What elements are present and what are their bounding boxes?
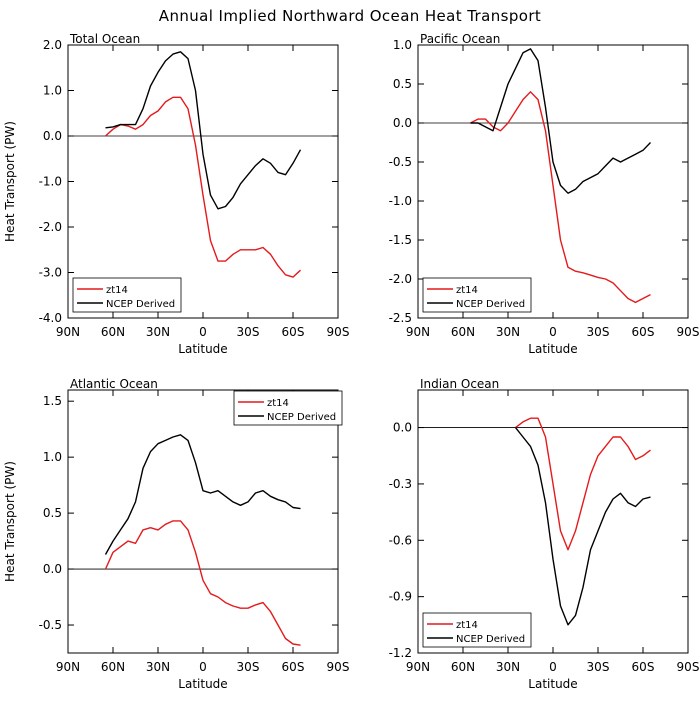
series-line-ncep-derived xyxy=(470,48,652,194)
panel-pacific-ocean: 90N 60N 30N 0 30S 60S 90S -2.5 -2.0 -1.5 -1.0 -0.5 0… xyxy=(389,32,700,356)
y-tick-label: -2.0 xyxy=(389,272,412,286)
x-tick-label: 90S xyxy=(327,325,350,339)
x-tick-label: 30S xyxy=(237,660,260,674)
x-tick-label: 60S xyxy=(282,660,305,674)
y-tick-label: -0.3 xyxy=(389,477,412,491)
legend-box xyxy=(233,390,343,426)
y-tick-label: -0.9 xyxy=(389,590,412,604)
y-tick-label: -3.0 xyxy=(39,266,62,280)
x-tick-label: 30N xyxy=(146,325,170,339)
x-axis-label: Latitude xyxy=(528,677,577,691)
x-tick-label: 90N xyxy=(406,660,430,674)
legend-box xyxy=(422,612,532,648)
y-tick-label: 0.5 xyxy=(393,77,412,91)
x-tick-label: 0 xyxy=(549,325,557,339)
y-tick-label: 0.0 xyxy=(393,116,412,130)
legend-label: zt14 xyxy=(106,285,128,296)
x-tick-label: 30N xyxy=(146,660,170,674)
series-line-zt14 xyxy=(515,417,651,551)
y-axis-label: Heat Transport (PW) xyxy=(3,121,17,242)
series-line-zt14 xyxy=(105,96,301,278)
y-tick-label: -2.0 xyxy=(39,220,62,234)
y-tick-label: -1.5 xyxy=(389,233,412,247)
panel-indian-ocean: 90N 60N 30N 0 30S 60S 90S -1.2 -0.9 -0.6 -0.3 0.0 In… xyxy=(389,377,700,691)
y-tick-label: 1.0 xyxy=(43,450,62,464)
x-tick-label: 60N xyxy=(451,325,475,339)
y-tick-label: 0.0 xyxy=(43,562,62,576)
panel-title: Atlantic Ocean xyxy=(70,377,158,391)
panel-title: Pacific Ocean xyxy=(420,32,500,46)
y-tick-label: -1.2 xyxy=(389,646,412,660)
y-tick-label: -0.6 xyxy=(389,533,412,547)
legend-label: NCEP Derived xyxy=(456,299,525,310)
y-tick-label: 2.0 xyxy=(43,38,62,52)
x-tick-label: 30N xyxy=(496,660,520,674)
panel-atlantic-ocean: 90N 60N 30N 0 30S 60S 90S -0.5 0.0 0.5 1.0 1.5 Atlan… xyxy=(3,377,349,691)
x-tick-label: 0 xyxy=(199,660,207,674)
legend-label: NCEP Derived xyxy=(456,634,525,645)
y-tick-label: 0.0 xyxy=(43,129,62,143)
y-tick-label: -2.5 xyxy=(389,311,412,325)
y-tick-label: 0.5 xyxy=(43,506,62,520)
x-tick-label: 0 xyxy=(549,660,557,674)
y-tick-label: 0.0 xyxy=(393,421,412,435)
x-tick-label: 60S xyxy=(632,660,655,674)
x-tick-label: 60N xyxy=(451,660,475,674)
x-tick-label: 90S xyxy=(327,660,350,674)
x-tick-label: 30N xyxy=(496,325,520,339)
x-tick-label: 90N xyxy=(56,325,80,339)
panel-total-ocean: 90N 60N 30N 0 30S 60S 90S -4.0 -3.0 -2.0 -1.0 0.0 1.… xyxy=(3,32,349,356)
legend-label: NCEP Derived xyxy=(106,299,175,310)
y-tick-label: -0.5 xyxy=(39,618,62,632)
panel-title: Total Ocean xyxy=(69,32,140,46)
series-line-ncep-derived xyxy=(105,51,302,210)
y-tick-label: -1.0 xyxy=(389,194,412,208)
series-line-ncep-derived xyxy=(104,434,301,555)
legend: zt14 NCEP Derived xyxy=(72,277,182,313)
series-line-zt14 xyxy=(104,520,301,646)
legend-box xyxy=(422,277,532,313)
y-tick-label: 1.0 xyxy=(43,84,62,98)
x-tick-label: 60N xyxy=(101,325,125,339)
y-tick-label: 1.0 xyxy=(393,38,412,52)
legend: zt14 NCEP Derived xyxy=(422,277,532,313)
x-tick-label: 60N xyxy=(101,660,125,674)
x-tick-label: 60S xyxy=(282,325,305,339)
series-line-zt14 xyxy=(470,91,651,304)
x-tick-label: 90N xyxy=(406,325,430,339)
y-tick-label: -0.5 xyxy=(389,155,412,169)
y-tick-label: -4.0 xyxy=(39,311,62,325)
legend-label: zt14 xyxy=(456,620,478,631)
x-tick-label: 0 xyxy=(199,325,207,339)
legend-box xyxy=(72,277,182,313)
x-tick-label: 60S xyxy=(632,325,655,339)
y-tick-label: -1.0 xyxy=(39,175,62,189)
x-tick-label: 90N xyxy=(56,660,80,674)
legend: zt14 NCEP Derived xyxy=(233,390,343,426)
y-axis-label: Heat Transport (PW) xyxy=(3,461,17,582)
x-tick-label: 30S xyxy=(587,660,610,674)
x-axis-label: Latitude xyxy=(178,677,227,691)
x-axis-label: Latitude xyxy=(178,342,227,356)
figure-title: Annual Implied Northward Ocean Heat Tran… xyxy=(159,7,541,25)
legend-label: NCEP Derived xyxy=(267,412,336,423)
x-tick-label: 30S xyxy=(587,325,610,339)
legend-label: zt14 xyxy=(267,398,289,409)
x-tick-label: 30S xyxy=(237,325,260,339)
x-tick-label: 90S xyxy=(677,660,700,674)
x-tick-label: 90S xyxy=(677,325,700,339)
legend: zt14 NCEP Derived xyxy=(422,612,532,648)
y-tick-label: 1.5 xyxy=(43,394,62,408)
x-axis-label: Latitude xyxy=(528,342,577,356)
panel-title: Indian Ocean xyxy=(420,377,499,391)
legend-label: zt14 xyxy=(456,285,478,296)
series-line-ncep-derived xyxy=(514,427,651,626)
